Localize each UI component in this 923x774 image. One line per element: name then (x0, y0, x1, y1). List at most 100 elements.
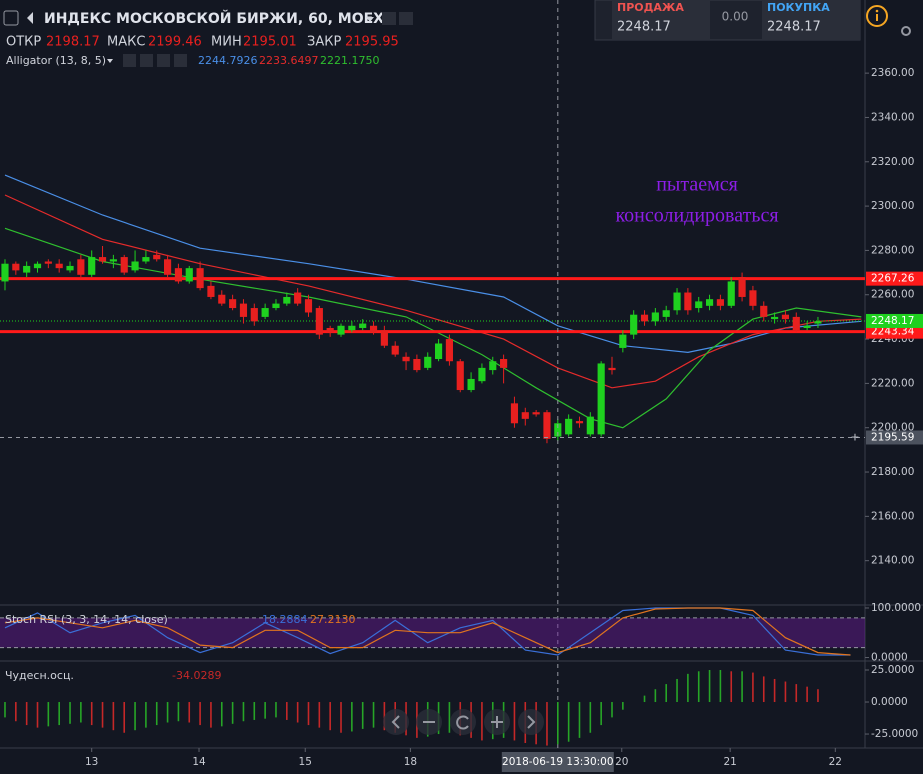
header: ИНДЕКС МОСКОВСКОЙ БИРЖИ, 60, MOEX ОТКР 2… (3, 10, 413, 67)
y-tick-label: 2180.00 (871, 466, 914, 478)
candle-body (315, 308, 323, 335)
candle-body (239, 303, 248, 317)
candle-body (771, 316, 779, 320)
candle-body (348, 325, 356, 331)
buy-price: 2248.17 (767, 20, 821, 35)
y-tick-label: 2260.00 (871, 289, 914, 301)
glyph (391, 715, 400, 729)
candle-body (44, 261, 52, 264)
x-tick-label: 20 (615, 756, 628, 768)
x-tick-label: 14 (192, 756, 206, 768)
candle-body (500, 359, 508, 368)
menu-button[interactable] (3, 10, 19, 26)
y-tick-label: 2360.00 (871, 67, 914, 79)
eye-button[interactable] (382, 12, 396, 25)
ohlc-label: МИН (211, 35, 242, 50)
candle-body (391, 345, 399, 355)
candle-body (792, 316, 800, 331)
candle-body (402, 356, 410, 362)
level-tag-label: 2243.34 (871, 326, 915, 338)
scroll-left-button[interactable] (383, 709, 409, 735)
candle-body (294, 292, 302, 304)
info-glyph (876, 14, 878, 21)
candle-body (326, 327, 334, 333)
candle-body (716, 299, 724, 306)
y-tick-label: 2160.00 (871, 510, 914, 522)
candle-body (55, 263, 63, 269)
candle-body (695, 301, 703, 309)
dropdown-arrow[interactable] (107, 59, 113, 63)
candle-body (619, 334, 627, 348)
candle-body (229, 299, 237, 309)
candle-body (98, 257, 107, 262)
ohlc-value: 2198.17 (46, 35, 100, 50)
icon-button[interactable] (123, 54, 136, 67)
candle-body (575, 421, 584, 424)
candle-body (738, 277, 746, 297)
info-glyph (875, 9, 879, 13)
reset-button[interactable] (450, 709, 476, 735)
indicator-name[interactable]: Stoch RSI (3, 3, 14, 14, close) (5, 613, 168, 626)
candle-body (478, 367, 486, 382)
candle-body (640, 314, 649, 322)
candle-body (120, 257, 128, 273)
icon-button[interactable] (174, 54, 187, 67)
candle-body (218, 294, 226, 304)
glyph (456, 715, 469, 730)
x-tick-label: 18 (404, 756, 417, 768)
crosshair-tag (866, 430, 923, 445)
indicator-value: -34.0289 (172, 669, 221, 682)
candle-body (33, 263, 42, 269)
settings-button[interactable] (399, 12, 413, 25)
candle-body (586, 416, 594, 435)
level-tag-label: 2267.26 (871, 273, 915, 285)
scroll-right-button[interactable] (518, 709, 544, 735)
candle-body (760, 305, 768, 317)
candle-body (272, 303, 280, 309)
y-tick-label: 2140.00 (871, 555, 914, 567)
level-tag (866, 271, 923, 286)
candle-body (543, 412, 551, 439)
indicator-name[interactable]: Alligator (13, 8, 5) (6, 54, 106, 67)
crosshair-plus[interactable]: + (850, 430, 859, 443)
symbol-title[interactable]: ИНДЕКС МОСКОВСКОЙ БИРЖИ, 60, MOEX (44, 10, 384, 27)
candle-body (781, 314, 790, 320)
candle-body (456, 361, 464, 391)
candle-body (445, 339, 453, 362)
indicator-value: 27.2130 (310, 613, 356, 626)
sell-label: ПРОДАЖА (617, 1, 684, 14)
ohlc-value: 2199.46 (148, 35, 202, 50)
buy-button[interactable] (762, 0, 860, 40)
candle-body (337, 325, 345, 335)
candle-body (66, 265, 74, 271)
y-tick-label: 2340.00 (871, 111, 914, 123)
candle-body (684, 292, 692, 311)
icon-button[interactable] (157, 54, 170, 67)
indicator-value: 2244.7926 (198, 54, 258, 67)
sell-price: 2248.17 (617, 20, 671, 35)
y-tick-label: 0.0000 (871, 696, 908, 708)
candle-body (662, 310, 670, 317)
settings-icon[interactable] (901, 26, 911, 36)
crosshair-price: 2195.59 (871, 431, 914, 443)
y-tick-label: -25.0000 (871, 728, 918, 740)
info-icon[interactable] (866, 5, 888, 27)
candle-body (424, 356, 432, 368)
ohlc-value: 2195.95 (345, 35, 399, 50)
ohlc-label: ЗАКР (307, 35, 341, 50)
candle-body (250, 308, 258, 322)
candle-body (565, 418, 573, 435)
navigation (383, 709, 544, 735)
candle-body (673, 292, 681, 311)
indicator-name[interactable]: Чудесн.осц. (5, 669, 74, 682)
dropdown-arrow[interactable] (366, 17, 374, 22)
y-tick-label: 2280.00 (871, 244, 914, 256)
y-tick-label: 2320.00 (871, 156, 914, 168)
sell-button[interactable] (612, 0, 710, 40)
candle-body (153, 254, 161, 260)
icon-button[interactable] (140, 54, 153, 67)
x-tick-label: 13 (85, 756, 98, 768)
candle-body (554, 423, 562, 437)
y-tick-label: 2300.00 (871, 200, 914, 212)
ohlc-label: МАКС (107, 35, 145, 50)
